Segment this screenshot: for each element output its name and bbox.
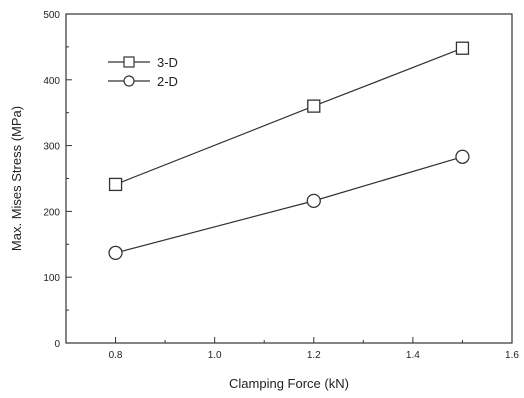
x-tick-label: 1.0 — [208, 350, 222, 361]
data-point-2-d — [306, 193, 321, 209]
legend-marker — [123, 75, 135, 87]
legend-label: 2-D — [157, 74, 178, 89]
y-tick-label: 100 — [43, 273, 60, 284]
series-layer — [108, 41, 470, 261]
legend-marker — [123, 56, 135, 68]
x-tick-label: 1.4 — [406, 350, 420, 361]
x-tick-label: 1.6 — [505, 350, 519, 361]
data-point-3-d — [455, 41, 470, 55]
y-axis: 0 100 200 300 400 500 — [43, 10, 72, 350]
x-axis: 0.8 1.0 1.2 1.4 1.6 — [65, 337, 519, 361]
y-tick-label: 300 — [43, 142, 60, 153]
data-point-2-d — [108, 245, 123, 261]
y-tick-label: 0 — [54, 339, 60, 350]
y-axis-title: Max. Mises Stress (MPa) — [9, 106, 24, 251]
legend-label: 3-D — [157, 55, 178, 70]
series-line-2-d — [115, 156, 463, 254]
legend: 3-D2-D — [108, 55, 178, 89]
data-point-2-d — [455, 149, 470, 164]
data-point-3-d — [108, 177, 123, 192]
x-tick-label: 0.8 — [109, 350, 123, 361]
y-tick-label: 500 — [43, 10, 60, 21]
x-axis-title: Clamping Force (kN) — [229, 376, 349, 391]
y-tick-label: 200 — [43, 207, 60, 218]
y-tick-label: 400 — [43, 76, 60, 87]
data-point-3-d — [307, 99, 321, 113]
x-tick-label: 1.2 — [307, 350, 321, 361]
